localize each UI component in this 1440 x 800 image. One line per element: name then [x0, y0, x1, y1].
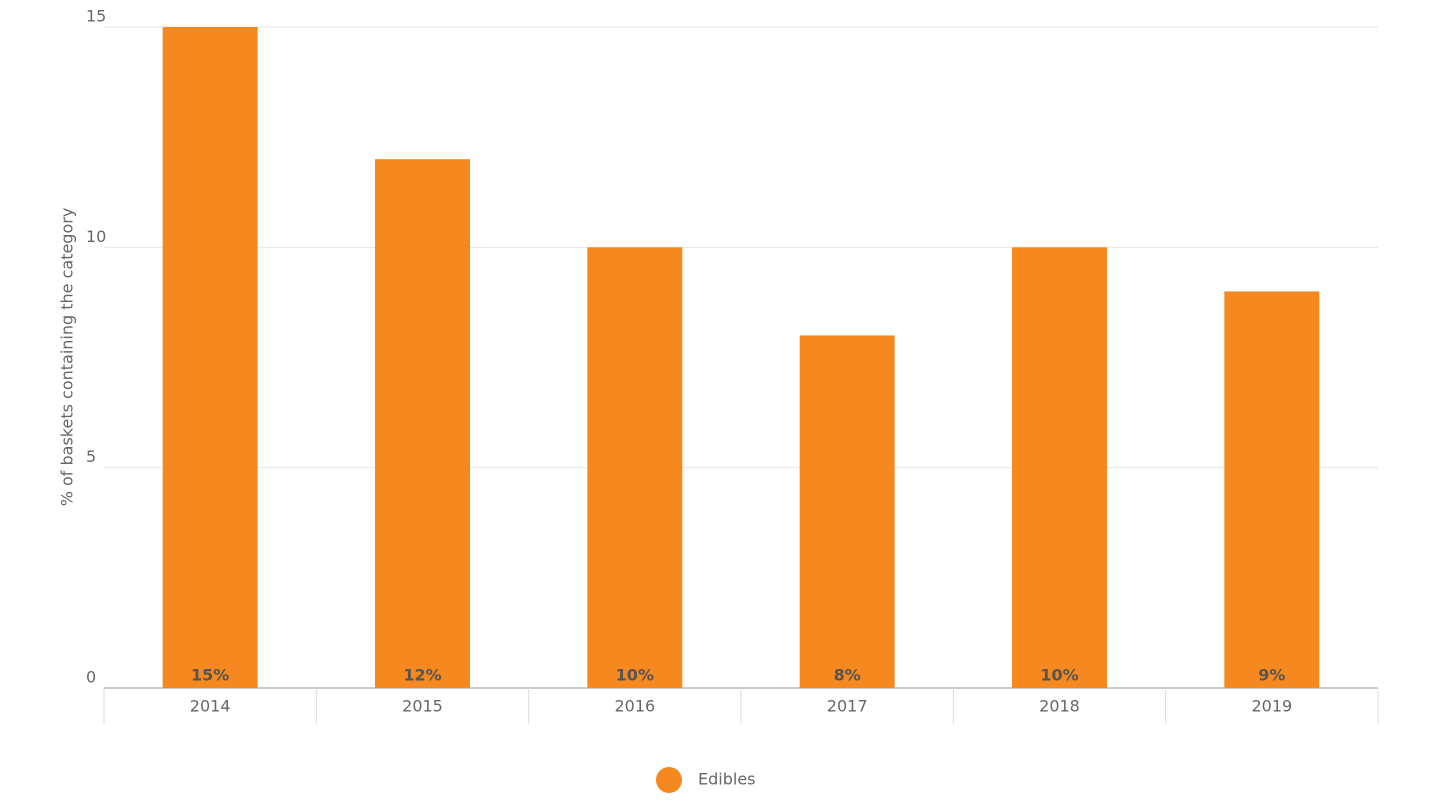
- bar: [587, 247, 683, 689]
- legend-label: Edibles: [698, 770, 756, 789]
- x-tick-label: 2015: [402, 697, 443, 716]
- y-axis-label: % of baskets containing the category: [58, 208, 77, 507]
- x-tick-label: 2018: [1039, 697, 1080, 716]
- y-tick-label: 15: [86, 7, 106, 26]
- y-tick-label: 0: [86, 668, 96, 687]
- y-tick-label: 5: [86, 447, 96, 466]
- value-label: 12%: [403, 666, 441, 685]
- value-label: 10%: [1040, 666, 1078, 685]
- x-tick-label: 2017: [827, 697, 868, 716]
- value-label: 15%: [191, 666, 229, 685]
- x-tick-label: 2019: [1251, 697, 1292, 716]
- bar: [162, 27, 258, 688]
- value-label: 9%: [1258, 666, 1285, 685]
- bar: [799, 335, 895, 688]
- bar: [1224, 291, 1320, 688]
- bar: [375, 159, 470, 688]
- value-label: 8%: [834, 666, 861, 685]
- bar: [1012, 247, 1107, 689]
- y-tick-label: 10: [86, 227, 106, 246]
- x-tick-label: 2016: [614, 697, 655, 716]
- x-tick-label: 2014: [190, 697, 231, 716]
- value-label: 10%: [616, 666, 654, 685]
- legend-marker: [656, 767, 682, 793]
